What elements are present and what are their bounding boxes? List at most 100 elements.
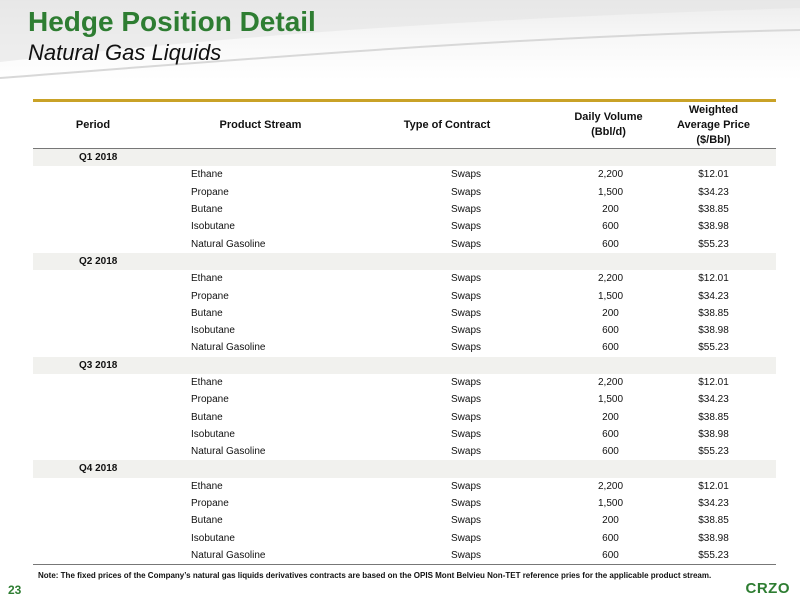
table-row: Natural Gasoline Swaps 600 $55.23 <box>33 443 776 460</box>
contract-type-cell: Swaps <box>450 446 481 458</box>
daily-volume-cell: 200 <box>602 204 619 216</box>
period-label: Q2 2018 <box>33 252 153 271</box>
table-row: Ethane Swaps 2,200 $12.01 <box>33 270 776 287</box>
product-stream-cell: Propane <box>191 498 229 510</box>
period-cell-empty <box>33 374 153 391</box>
average-price-cell: $38.98 <box>698 532 729 544</box>
daily-volume-cell: 200 <box>602 307 619 319</box>
table-body: Q1 2018 Ethane Swaps 2,200 $12.01 Propane Swap… <box>33 148 776 565</box>
period-row-filler <box>651 356 776 374</box>
product-stream-cell: Propane <box>191 290 229 302</box>
average-price-cell: $38.98 <box>698 221 729 233</box>
period-row-filler <box>368 460 526 478</box>
contract-type-cell: Swaps <box>450 394 481 406</box>
period-label: Q3 2018 <box>33 356 153 374</box>
table-row: Isobutane Swaps 600 $38.98 <box>33 218 776 235</box>
company-logo: CRZO <box>745 580 790 597</box>
period-row-filler <box>368 148 526 167</box>
daily-volume-cell: 2,200 <box>597 273 624 285</box>
contract-type-cell: Swaps <box>450 221 481 233</box>
product-stream-cell: Ethane <box>191 377 223 388</box>
contract-type-cell: Swaps <box>450 428 481 440</box>
period-row: Q4 2018 <box>33 460 776 478</box>
table-row: Isobutane Swaps 600 $38.98 <box>33 530 776 547</box>
product-stream-cell: Butane <box>191 307 223 319</box>
table-row: Natural Gasoline Swaps 600 $55.23 <box>33 339 776 356</box>
header-swoosh-decoration <box>0 0 800 79</box>
average-price-cell: $34.23 <box>698 498 729 510</box>
average-price-cell: $38.85 <box>698 411 729 423</box>
daily-volume-cell: 200 <box>602 515 619 527</box>
table-row: Natural Gasoline Swaps 600 $55.23 <box>33 547 776 564</box>
period-label: Q4 2018 <box>33 460 153 478</box>
contract-type-cell: Swaps <box>450 515 481 527</box>
table-row: Butane Swaps 200 $38.85 <box>33 201 776 218</box>
period-cell-empty <box>33 166 153 183</box>
contract-type-cell: Swaps <box>450 169 481 181</box>
period-row: Q3 2018 <box>33 356 776 374</box>
product-stream-cell: Natural Gasoline <box>191 238 266 250</box>
average-price-cell: $38.98 <box>698 325 729 337</box>
period-cell-empty <box>33 443 153 460</box>
column-header-contract-type: Type of Contract <box>403 118 491 131</box>
contract-type-cell: Swaps <box>450 549 481 561</box>
contract-type-cell: Swaps <box>450 290 481 302</box>
product-stream-cell: Ethane <box>191 480 223 492</box>
table-row: Butane Swaps 200 $38.85 <box>33 512 776 529</box>
period-row-filler <box>651 252 776 271</box>
period-cell-empty <box>33 270 153 287</box>
contract-type-cell: Swaps <box>450 325 481 337</box>
period-cell-empty <box>33 184 153 201</box>
product-stream-cell: Propane <box>191 186 229 198</box>
contract-type-cell: Swaps <box>450 480 481 492</box>
period-row-filler <box>526 148 651 167</box>
average-price-cell: $12.01 <box>698 273 729 285</box>
period-row-filler <box>526 460 651 478</box>
product-stream-cell: Butane <box>191 411 223 423</box>
product-stream-cell: Isobutane <box>191 428 235 440</box>
column-header-product-stream: Product Stream <box>219 118 302 131</box>
period-row-filler <box>368 252 526 271</box>
daily-volume-cell: 600 <box>602 446 619 458</box>
column-header-average-price: Weighted Average Price ($/Bbl) <box>651 102 776 149</box>
product-stream-cell: Isobutane <box>191 325 235 337</box>
daily-volume-label: Daily Volume <box>574 111 643 123</box>
table-row: Butane Swaps 200 $38.85 <box>33 305 776 322</box>
daily-volume-cell: 1,500 <box>597 186 624 198</box>
daily-volume-unit: (Bbl/d) <box>591 126 626 138</box>
average-price-cell: $12.01 <box>698 169 729 181</box>
table-row: Propane Swaps 1,500 $34.23 <box>33 495 776 512</box>
average-price-cell: $55.23 <box>698 342 729 354</box>
product-stream-cell: Natural Gasoline <box>191 549 266 561</box>
daily-volume-cell: 1,500 <box>597 498 624 510</box>
price-label-line2: Average Price <box>677 118 750 131</box>
product-stream-cell: Ethane <box>191 169 223 181</box>
contract-type-cell: Swaps <box>450 377 481 388</box>
table-top-rule <box>33 99 776 102</box>
daily-volume-cell: 2,200 <box>597 480 624 492</box>
contract-type-cell: Swaps <box>450 273 481 285</box>
daily-volume-cell: 600 <box>602 532 619 544</box>
table-row: Ethane Swaps 2,200 $12.01 <box>33 374 776 391</box>
period-cell-empty <box>33 530 153 547</box>
period-row-filler <box>153 356 368 374</box>
daily-volume-cell: 1,500 <box>597 394 624 406</box>
average-price-cell: $34.23 <box>698 290 729 302</box>
period-row-filler <box>651 460 776 478</box>
average-price-cell: $12.01 <box>698 377 729 388</box>
table-row: Ethane Swaps 2,200 $12.01 <box>33 478 776 495</box>
period-row-filler <box>368 356 526 374</box>
daily-volume-cell: 200 <box>602 411 619 423</box>
average-price-cell: $12.01 <box>698 480 729 492</box>
period-cell-empty <box>33 495 153 512</box>
period-cell-empty <box>33 305 153 322</box>
page-number: 23 <box>8 583 22 597</box>
page-title: Hedge Position Detail <box>28 6 316 37</box>
daily-volume-cell: 600 <box>602 342 619 354</box>
period-row-filler <box>526 252 651 271</box>
contract-type-cell: Swaps <box>450 411 481 423</box>
table-row: Natural Gasoline Swaps 600 $55.23 <box>33 235 776 252</box>
daily-volume-cell: 600 <box>602 221 619 233</box>
period-row-filler <box>651 148 776 167</box>
table-row: Propane Swaps 1,500 $34.23 <box>33 287 776 304</box>
